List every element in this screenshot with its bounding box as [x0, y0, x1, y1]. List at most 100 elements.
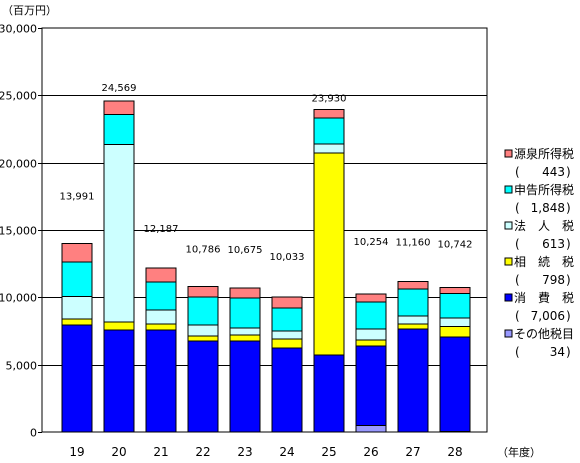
bar-segment-28-series-4: [439, 336, 471, 433]
legend-label: その他税目: [514, 327, 574, 341]
legend-label: 源泉所得税: [514, 146, 574, 161]
legend-value: 798: [542, 273, 565, 287]
total-label-20: 24,569: [102, 83, 137, 94]
bar-segment-22-series-2: [187, 324, 219, 337]
y-tick-label: 30,000: [0, 23, 37, 36]
bar-segment-28-series-2: [439, 317, 471, 327]
x-tick-label-24: 24: [279, 445, 294, 459]
bar-segment-20-series-3: [103, 321, 135, 331]
x-tick-label-19: 19: [69, 445, 84, 459]
bar-segment-25-series-1: [313, 117, 345, 145]
bar-segment-19-series-2: [61, 295, 93, 320]
legend-paren-close: ): [566, 201, 571, 215]
legend-item-5: その他税目 (34): [504, 327, 574, 359]
bar-segment-21-series-4: [145, 329, 177, 433]
x-tick-label-26: 26: [363, 445, 378, 459]
legend-item-1: 申告所得税 (1,848): [504, 182, 574, 215]
bar-segment-24-series-2: [271, 330, 303, 340]
y-tick-label: 15,000: [0, 225, 37, 238]
bar-segment-26-series-5: [355, 424, 387, 433]
legend-swatch: [504, 149, 513, 158]
legend-item-2: 法 人 税 (613): [504, 219, 574, 251]
bar-segment-27-series-0: [397, 281, 429, 290]
legend-swatch: [504, 221, 513, 230]
bar-segment-28-series-3: [439, 325, 471, 338]
bars: [61, 100, 471, 433]
legend-paren-open: (: [515, 165, 520, 179]
bar-segment-22-series-1: [187, 296, 219, 326]
bar-segment-20-series-0: [103, 100, 135, 115]
bar-segment-25-series-0: [313, 109, 345, 119]
y-axis-unit-label: （百万円）: [2, 4, 57, 17]
x-tick-label-28: 28: [447, 445, 462, 459]
bar-segment-19-series-0: [61, 243, 93, 263]
bar-segment-26-series-1: [355, 301, 387, 330]
legend-label: 申告所得税: [514, 182, 574, 197]
bar-segment-26-series-3: [355, 339, 387, 347]
y-tick-label: 5,000: [6, 360, 38, 373]
y-tick-label: 10,000: [0, 292, 37, 305]
legend-value: 1,848: [531, 201, 565, 215]
bar-segment-23-series-1: [229, 297, 261, 329]
bar-segment-19-series-4: [61, 324, 93, 433]
bar-segment-23-series-0: [229, 287, 261, 299]
legend-swatch: [504, 185, 513, 194]
y-tick-label: 20,000: [0, 158, 37, 171]
bar-segment-28-series-1: [439, 292, 471, 319]
bar-segment-24-series-0: [271, 296, 303, 309]
x-tick-label-22: 22: [195, 445, 210, 459]
bar-segment-22-series-3: [187, 335, 219, 342]
legend-paren-open: (: [515, 273, 520, 287]
bar-segment-21-series-3: [145, 323, 177, 331]
bar-segment-21-series-1: [145, 281, 177, 311]
total-label-24: 10,033: [270, 252, 305, 263]
total-label-23: 10,675: [228, 245, 263, 256]
bar-segment-24-series-4: [271, 347, 303, 433]
legend-paren-open: (: [515, 309, 520, 323]
total-label-21: 12,187: [144, 224, 179, 235]
x-axis-unit-label: （年度）: [497, 445, 541, 459]
legend: 源泉所得税 (443) 申告所得税 (1,848) 法 人 税 (613) 相 続 税 (79…: [504, 146, 574, 359]
bar-segment-25-series-3: [313, 152, 345, 356]
bar-segment-22-series-4: [187, 340, 219, 433]
x-tick-label-21: 21: [153, 445, 168, 459]
total-label-19: 13,991: [60, 192, 95, 203]
total-labels: 13,991 24,569 12,187 10,786 10,675 10,033 23,9…: [60, 83, 473, 263]
legend-paren-open: (: [515, 201, 520, 215]
bar-segment-26-series-0: [355, 293, 387, 303]
bar-segment-25-series-4: [313, 354, 345, 433]
bar-segment-19-series-1: [61, 261, 93, 297]
bar-segment-19-series-3: [61, 318, 93, 326]
legend-paren-close: ): [566, 345, 571, 359]
bar-segment-27-series-2: [397, 315, 429, 325]
y-tick-label: 0: [30, 427, 37, 440]
bar-segment-28-series-0: [439, 286, 471, 294]
legend-item-3: 相 続 税 (798): [504, 255, 574, 287]
legend-value: 34: [550, 345, 565, 359]
bar-segment-23-series-2: [229, 327, 261, 336]
legend-paren-close: ): [566, 309, 571, 323]
total-label-26: 10,254: [354, 237, 389, 248]
bar-segment-26-series-2: [355, 328, 387, 341]
legend-swatch: [504, 257, 513, 266]
x-axis: 19 20 21 22 23 24 25 26 27 28: [69, 445, 462, 459]
legend-value: 443: [542, 165, 565, 179]
bar-segment-22-series-0: [187, 286, 219, 298]
legend-label: 相 続 税: [514, 255, 574, 269]
total-label-27: 11,160: [396, 238, 431, 249]
legend-label: 消 費 税: [514, 290, 574, 305]
legend-paren-close: ): [566, 237, 571, 251]
bar-segment-27-series-3: [397, 323, 429, 330]
x-tick-label-27: 27: [405, 445, 420, 459]
total-label-25: 23,930: [312, 94, 347, 105]
total-label-22: 10,786: [186, 245, 221, 256]
bar-segment-20-series-2: [103, 143, 135, 323]
bar-segment-21-series-2: [145, 309, 177, 325]
x-tick-label-20: 20: [111, 445, 126, 459]
x-tick-label-23: 23: [237, 445, 252, 459]
legend-swatch: [504, 329, 513, 338]
legend-swatch: [504, 293, 513, 302]
bar-segment-23-series-4: [229, 340, 261, 433]
y-axis: 0 5,000 10,000 15,000 20,000 25,000 30,000: [0, 23, 42, 440]
bar-segment-23-series-3: [229, 334, 261, 342]
